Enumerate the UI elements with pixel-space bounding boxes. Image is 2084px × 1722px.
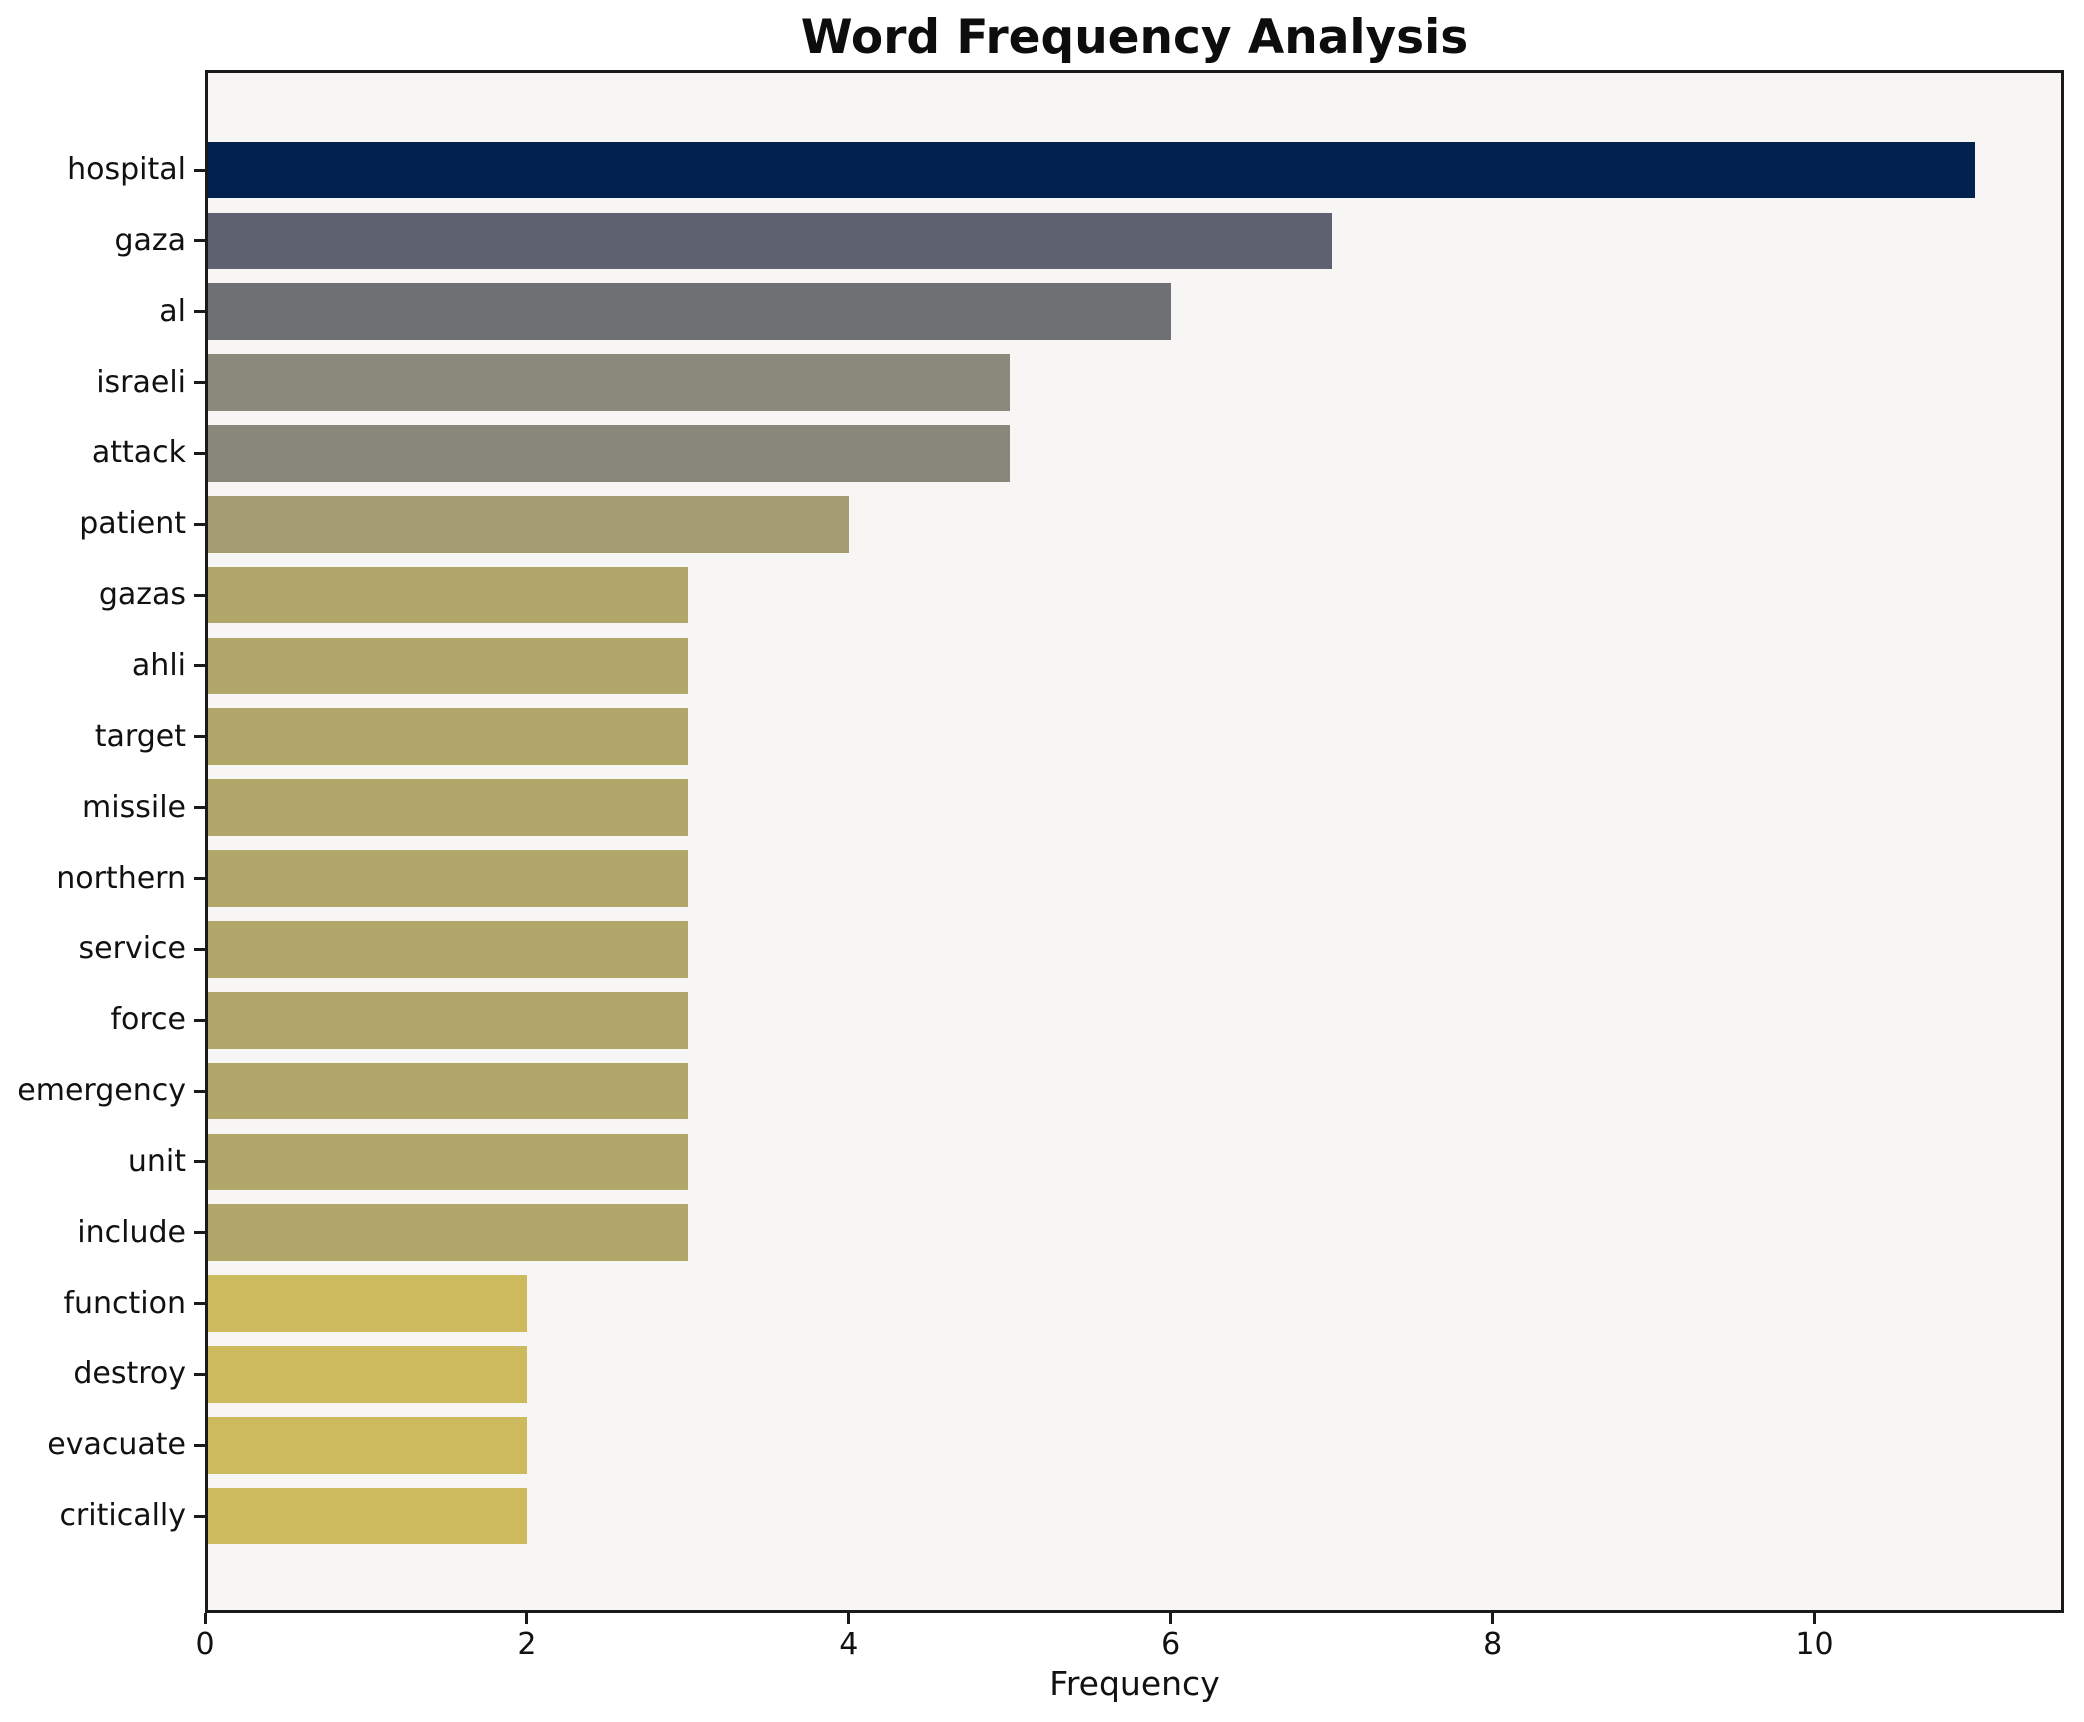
x-tick-mark xyxy=(1491,1613,1495,1624)
y-tick-label-emergency: emergency xyxy=(17,1073,186,1109)
y-tick-mark xyxy=(194,310,205,314)
x-tick-mark xyxy=(1169,1613,1173,1624)
y-tick-label-destroy: destroy xyxy=(73,1356,186,1392)
y-tick-label-hospital: hospital xyxy=(67,152,186,187)
y-tick-mark xyxy=(194,168,205,172)
plot-area xyxy=(205,70,2064,1613)
x-axis-title: Frequency xyxy=(1049,1664,1220,1703)
x-tick-label: 0 xyxy=(195,1627,215,1662)
bar-include xyxy=(205,1204,688,1262)
y-tick-label-missile: missile xyxy=(82,789,186,825)
chart-title: Word Frequency Analysis xyxy=(800,10,1469,65)
x-tick-mark xyxy=(1813,1613,1817,1624)
bar-evacuate xyxy=(205,1416,527,1474)
bar-northern xyxy=(205,850,688,907)
bar-emergency xyxy=(205,1062,688,1120)
y-tick-mark xyxy=(194,1372,205,1376)
x-tick-mark xyxy=(847,1613,851,1624)
bar-target xyxy=(205,708,688,766)
bar-attack xyxy=(205,425,1010,482)
bar-patient xyxy=(205,495,849,553)
bar-ahli xyxy=(205,637,688,695)
y-tick-label-force: force xyxy=(110,1002,186,1038)
y-tick-label-patient: patient xyxy=(79,506,186,542)
x-tick-label: 4 xyxy=(839,1627,859,1662)
y-tick-mark xyxy=(194,806,205,810)
y-tick-mark xyxy=(194,735,205,739)
y-tick-mark xyxy=(194,1089,205,1093)
x-tick-label: 2 xyxy=(517,1627,537,1662)
bar-al xyxy=(205,283,1171,341)
y-tick-label-israeli: israeli xyxy=(96,364,186,400)
bar-hospital xyxy=(205,141,1976,199)
y-tick-label-ahli: ahli xyxy=(131,647,186,683)
y-tick-mark xyxy=(194,451,205,455)
y-tick-label-evacuate: evacuate xyxy=(47,1427,186,1463)
y-tick-mark xyxy=(194,877,205,880)
bar-function xyxy=(205,1275,527,1332)
y-tick-mark xyxy=(194,1514,205,1518)
y-tick-mark xyxy=(194,1018,205,1022)
bar-gaza xyxy=(205,212,1332,270)
bar-israeli xyxy=(205,354,1010,411)
bar-unit xyxy=(205,1133,688,1191)
bar-service xyxy=(205,921,688,978)
x-tick-label: 8 xyxy=(1483,1627,1503,1662)
y-tick-label-unit: unit xyxy=(127,1143,186,1179)
y-tick-mark xyxy=(194,947,205,951)
y-tick-mark xyxy=(194,593,205,597)
bar-missile xyxy=(205,779,688,836)
y-tick-mark xyxy=(194,664,205,668)
bar-destroy xyxy=(205,1346,527,1403)
y-tick-label-target: target xyxy=(94,718,186,754)
bar-gazas xyxy=(205,566,688,624)
y-tick-mark xyxy=(194,1160,205,1164)
y-tick-mark xyxy=(194,1443,205,1447)
y-tick-label-include: include xyxy=(77,1214,186,1250)
y-tick-mark xyxy=(194,1302,205,1306)
y-tick-label-service: service xyxy=(78,931,186,967)
y-tick-label-gaza: gaza xyxy=(114,222,186,258)
y-tick-mark xyxy=(194,1231,205,1235)
x-tick-mark xyxy=(525,1613,529,1624)
x-tick-mark xyxy=(203,1613,207,1624)
y-tick-label-gazas: gazas xyxy=(98,577,186,613)
bar-critically xyxy=(205,1487,527,1545)
y-tick-label-attack: attack xyxy=(91,435,186,471)
y-tick-label-critically: critically xyxy=(59,1498,186,1534)
y-tick-label-al: al xyxy=(159,293,186,329)
y-tick-mark xyxy=(194,381,205,385)
y-tick-label-northern: northern xyxy=(56,860,186,896)
x-tick-label: 10 xyxy=(1795,1627,1834,1662)
bar-force xyxy=(205,991,688,1049)
y-tick-label-function: function xyxy=(63,1285,186,1321)
x-tick-label: 6 xyxy=(1161,1627,1181,1662)
y-tick-mark xyxy=(194,522,205,526)
y-tick-mark xyxy=(194,239,205,243)
